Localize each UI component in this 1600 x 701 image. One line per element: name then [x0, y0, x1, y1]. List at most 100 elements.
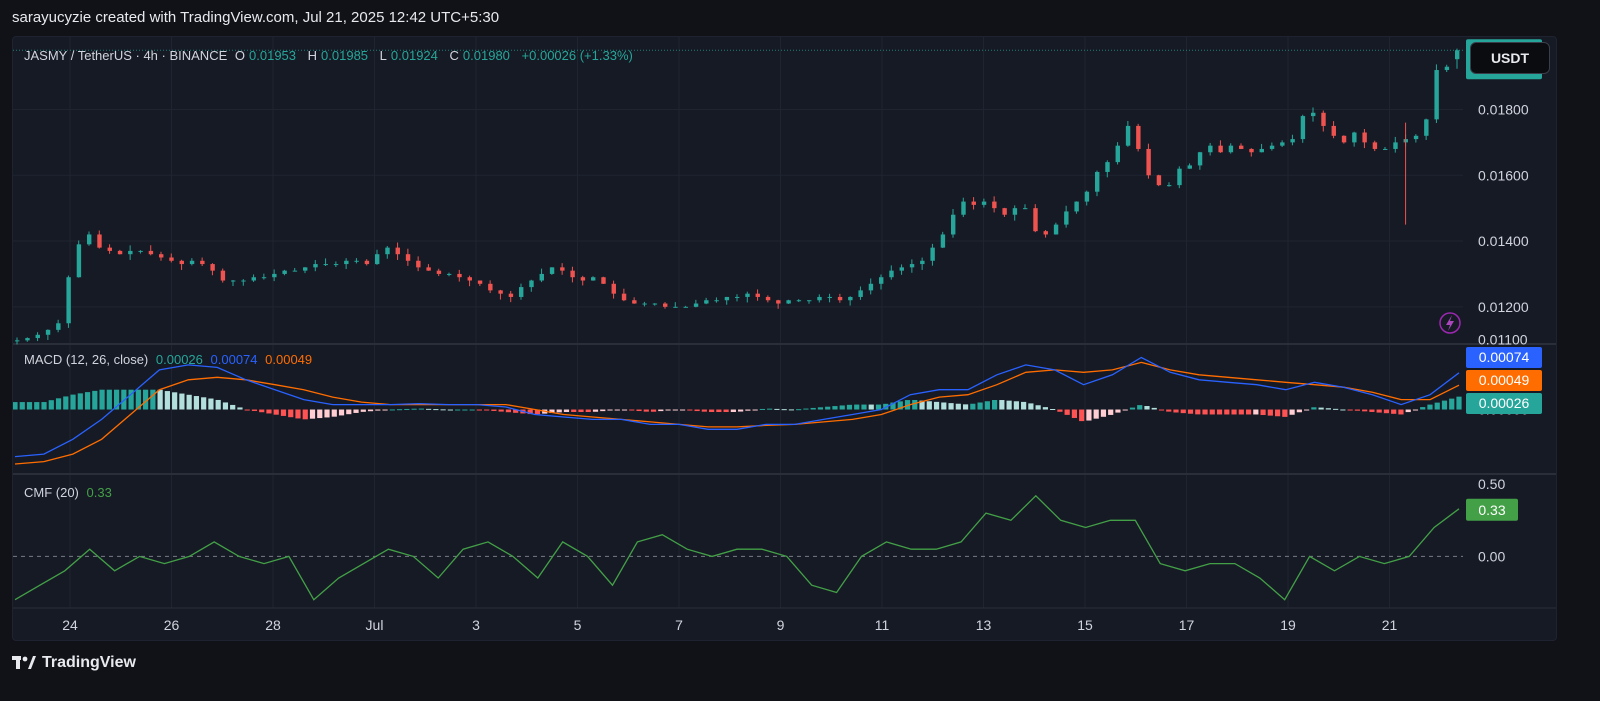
candle-down [1156, 175, 1162, 186]
candle-down [1362, 132, 1367, 143]
macd-histogram-bar [113, 389, 120, 410]
macd-histogram-bar [230, 404, 236, 410]
candle-up [1259, 148, 1264, 153]
macd-histogram-bar [26, 402, 33, 410]
candle-down [992, 201, 997, 209]
price-tick-label: 0.01100 [1478, 332, 1528, 348]
macd-histogram-bar [571, 409, 577, 412]
macd-histogram-bar [1021, 401, 1027, 410]
candle-up [272, 273, 277, 278]
candle-up [344, 260, 349, 265]
macd-histogram-bar [919, 400, 925, 410]
macd-histogram-bar [41, 402, 47, 410]
candle-down [1341, 135, 1347, 143]
candlestick-series [15, 48, 1460, 345]
tradingview-logo[interactable]: TradingView [12, 654, 136, 672]
time-tick-label: 24 [62, 617, 78, 633]
macd-histogram-bar [208, 398, 214, 410]
macd-histogram-bar [1449, 398, 1455, 410]
macd-histogram-bar [687, 409, 693, 411]
macd-histogram-bar [1405, 409, 1411, 413]
macd-histogram-bar [331, 409, 337, 417]
candle-up [1197, 152, 1203, 166]
candle-up [333, 264, 339, 266]
candle-up [66, 277, 71, 324]
macd-signal-line [14, 361, 1460, 465]
macd-histogram-bar [1158, 409, 1165, 411]
candle-up [282, 270, 287, 274]
macd-histogram-bar [244, 409, 250, 411]
macd-histogram-bar [788, 409, 795, 411]
macd-histogram-bar [1187, 409, 1194, 414]
macd-badge [1466, 347, 1542, 368]
macd-histogram-bar [280, 409, 287, 416]
candle-up [1424, 119, 1429, 136]
candle-down [395, 247, 400, 255]
macd-histogram-bar [1427, 404, 1433, 410]
candle-up [1074, 201, 1079, 212]
currency-button[interactable]: USDT [1470, 42, 1550, 74]
candle-up [673, 306, 678, 308]
macd-histogram-bar [1398, 409, 1404, 415]
macd-histogram-bar [861, 404, 867, 410]
close-label: C [449, 48, 459, 63]
macd-histogram-bar [868, 404, 874, 410]
candle-down [148, 250, 154, 255]
candle-up [1115, 145, 1120, 163]
macd-histogram-bar [404, 408, 410, 410]
candle-up [87, 234, 92, 245]
candle-up [549, 267, 555, 274]
macd-line [14, 356, 1460, 458]
macd-histogram-bar [1267, 409, 1273, 416]
candle-up [961, 201, 966, 215]
macd-histogram-bar [825, 406, 831, 410]
chart-panel[interactable]: 0.018000.016000.014000.012000.011000.000… [12, 36, 1557, 641]
macd-histogram-bar [1108, 409, 1114, 415]
macd-histogram-bar [585, 409, 591, 412]
macd-histogram-bar [796, 409, 802, 411]
candle-up [1269, 145, 1275, 149]
macd-histogram-bar [650, 409, 657, 412]
candle-up [1084, 191, 1090, 202]
candle-down [117, 250, 123, 255]
candle-up [735, 296, 740, 298]
ohlc-legend: JASMY / TetherUS · 4h · BINANCE O 0.01953… [24, 48, 637, 63]
macd-histogram-bar [288, 409, 294, 418]
chart-canvas[interactable]: 0.018000.016000.014000.012000.011000.000… [13, 37, 1557, 641]
macd-histogram-bar [367, 409, 374, 412]
macd-histogram-bar [1289, 409, 1295, 415]
macd-signal-value: 0.00049 [265, 352, 313, 367]
candle-down [663, 303, 668, 307]
macd-histogram-bar [1318, 407, 1324, 410]
macd-histogram-bar [411, 408, 417, 410]
macd-histogram-bar [1035, 405, 1041, 410]
candle-up [1228, 145, 1234, 153]
candle-down [632, 300, 637, 304]
time-tick-label: 28 [265, 617, 281, 633]
time-tick-label: 5 [574, 617, 582, 633]
candle-down [1033, 208, 1038, 232]
macd-histogram-bar [164, 391, 170, 410]
time-tick-label: 3 [472, 617, 480, 633]
candle-up [15, 340, 20, 342]
candle-up [138, 250, 143, 252]
macd-histogram-bar [933, 401, 940, 410]
candle-up [899, 267, 904, 271]
macd-histogram-bar [259, 409, 265, 413]
macd-histogram-bar [1347, 409, 1353, 411]
candle-down [1239, 145, 1244, 149]
macd-histogram-bar [839, 405, 845, 410]
candle-down [107, 247, 112, 251]
macd-histogram-bar [912, 399, 918, 410]
macd-histogram-bar [55, 398, 62, 410]
candle-up [375, 254, 380, 265]
macd-histogram-bar [447, 409, 453, 411]
candle-up [529, 280, 534, 288]
macd-histogram-bar [1231, 409, 1237, 415]
macd-histogram-bar [832, 406, 838, 410]
macd-histogram-bar [1129, 407, 1136, 410]
macd-histogram-bar [817, 407, 824, 410]
candle-up [1105, 162, 1110, 172]
macd-signal-badge [1466, 370, 1542, 391]
macd-histogram-bar [1173, 409, 1179, 413]
